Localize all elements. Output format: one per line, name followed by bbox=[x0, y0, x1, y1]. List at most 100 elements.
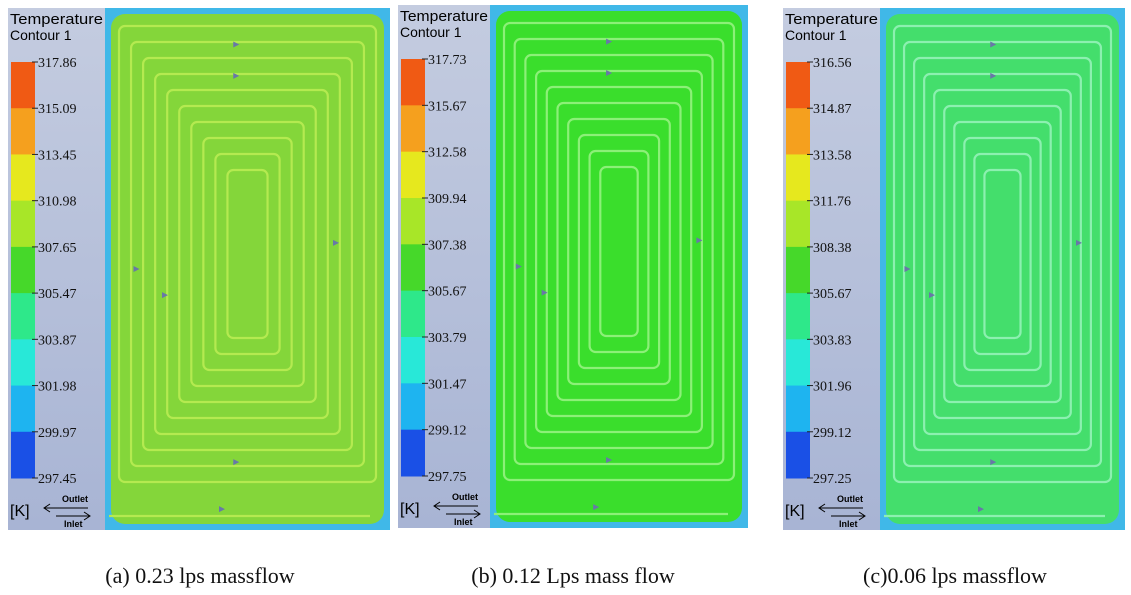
inlet-arrow bbox=[56, 511, 91, 521]
color-band bbox=[786, 108, 810, 155]
flow-arrow bbox=[904, 266, 911, 272]
channel bbox=[912, 56, 1092, 452]
tick-label: 301.47 bbox=[428, 377, 467, 392]
channel bbox=[588, 149, 650, 354]
unit-label: [K] bbox=[785, 503, 805, 520]
color-band bbox=[11, 62, 35, 109]
color-band bbox=[786, 293, 810, 340]
tick-label: 305.67 bbox=[428, 285, 467, 300]
channel bbox=[214, 152, 281, 356]
inlet-arrow bbox=[831, 511, 866, 521]
flow-arrow bbox=[606, 457, 613, 464]
channel bbox=[178, 104, 317, 404]
tick-label: 315.09 bbox=[38, 102, 77, 117]
channel bbox=[923, 72, 1082, 436]
outlet-arrow bbox=[433, 501, 478, 511]
flow-arrow bbox=[541, 289, 548, 296]
inlet-label: Inlet bbox=[839, 519, 858, 529]
tick-label: 316.56 bbox=[813, 56, 852, 71]
channel bbox=[502, 21, 736, 482]
flow-arrow bbox=[515, 263, 522, 270]
unit-label: [K] bbox=[400, 501, 420, 518]
outlet-label: Outlet bbox=[837, 494, 863, 504]
color-band bbox=[11, 154, 35, 202]
channel bbox=[953, 120, 1052, 388]
tick-label: 297.45 bbox=[38, 472, 77, 487]
tick-label: 313.45 bbox=[38, 148, 77, 163]
flow-arrow bbox=[990, 72, 997, 79]
color-band bbox=[401, 198, 425, 245]
flow-arrow bbox=[219, 506, 225, 513]
flow-arrow bbox=[696, 237, 703, 244]
tick-label: 303.83 bbox=[813, 333, 852, 348]
channel bbox=[534, 69, 703, 434]
tick-label: 310.98 bbox=[38, 195, 77, 210]
flow-arrow bbox=[1076, 239, 1082, 246]
channel bbox=[524, 53, 714, 450]
color-band bbox=[11, 293, 35, 340]
channel bbox=[902, 40, 1103, 468]
tick-label: 305.67 bbox=[813, 287, 852, 302]
channel bbox=[599, 165, 639, 338]
unit-label: [K] bbox=[10, 503, 30, 520]
outlet-label: Outlet bbox=[452, 492, 478, 502]
channel bbox=[556, 101, 682, 402]
inlet-label: Inlet bbox=[454, 517, 473, 527]
channel bbox=[513, 37, 725, 466]
caption: (b) 0.12 Lps mass flow bbox=[471, 563, 675, 588]
tick-label: 299.97 bbox=[38, 426, 77, 441]
flow-arrow bbox=[978, 506, 984, 513]
color-band bbox=[786, 385, 810, 433]
tick-label: 299.12 bbox=[428, 424, 467, 439]
flow-arrow bbox=[233, 41, 240, 48]
channel bbox=[973, 152, 1032, 356]
tick-label: 317.73 bbox=[428, 53, 467, 68]
legend-title: Temperature bbox=[400, 8, 488, 25]
outlet-label: Outlet bbox=[62, 494, 88, 504]
channel bbox=[142, 56, 354, 452]
inlet-label: Inlet bbox=[64, 519, 83, 529]
caption: (a) 0.23 lps massflow bbox=[105, 563, 295, 588]
color-band bbox=[786, 200, 810, 248]
tick-label: 301.98 bbox=[38, 380, 77, 395]
color-band bbox=[401, 151, 425, 199]
channel bbox=[154, 72, 341, 436]
color-band bbox=[11, 246, 35, 294]
tick-label: 315.67 bbox=[428, 99, 467, 114]
color-band bbox=[786, 339, 810, 387]
legend-title: Temperature bbox=[10, 11, 103, 28]
tick-label: 301.96 bbox=[813, 380, 852, 395]
tick-label: 312.58 bbox=[428, 146, 467, 161]
channel bbox=[963, 136, 1042, 372]
caption: (c)0.06 lps massflow bbox=[863, 563, 1047, 588]
tick-label: 314.87 bbox=[813, 102, 852, 117]
channel bbox=[226, 168, 269, 340]
channel bbox=[892, 24, 1113, 484]
tick-label: 307.65 bbox=[38, 241, 77, 256]
legend-title: Temperature bbox=[785, 11, 878, 28]
color-band bbox=[11, 385, 35, 433]
tick-label: 313.58 bbox=[813, 148, 852, 163]
color-band bbox=[11, 431, 35, 479]
channel bbox=[190, 120, 305, 388]
channel bbox=[983, 168, 1022, 340]
tick-label: 308.38 bbox=[813, 241, 852, 256]
flow-arrow bbox=[990, 459, 997, 466]
color-band bbox=[786, 431, 810, 479]
flow-arrow bbox=[233, 459, 240, 466]
legend-subtitle: Contour 1 bbox=[10, 27, 72, 43]
color-band bbox=[401, 383, 425, 431]
flow-arrow bbox=[593, 504, 600, 511]
tick-label: 311.76 bbox=[813, 195, 851, 210]
channel bbox=[577, 133, 661, 370]
color-band bbox=[11, 200, 35, 248]
legend-subtitle: Contour 1 bbox=[785, 27, 847, 43]
tick-label: 303.79 bbox=[428, 331, 467, 346]
tick-label: 297.25 bbox=[813, 472, 852, 487]
flow-arrow bbox=[606, 38, 613, 45]
color-band bbox=[11, 108, 35, 155]
flow-arrow bbox=[133, 266, 140, 272]
channel bbox=[166, 88, 329, 420]
channel bbox=[117, 24, 378, 484]
